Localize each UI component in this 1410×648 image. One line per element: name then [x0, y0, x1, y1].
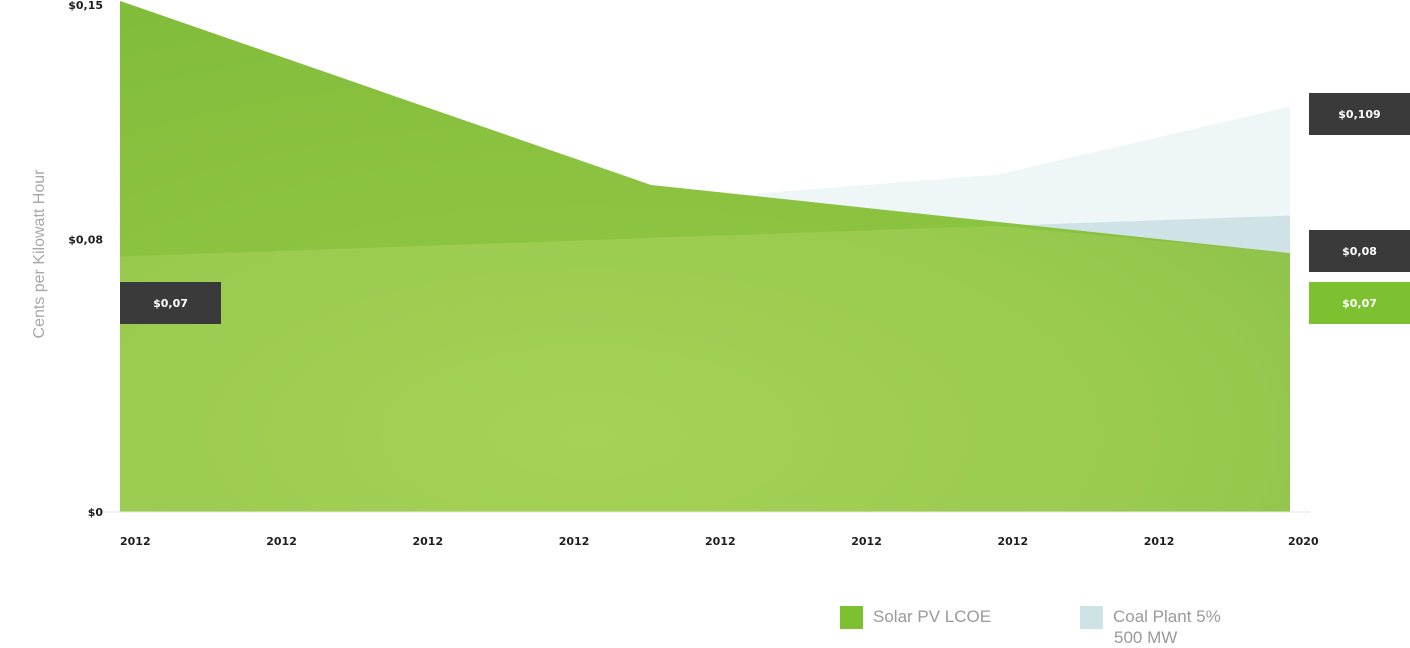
- x-tick-label: 2012: [266, 535, 297, 548]
- x-tick-label: 2012: [705, 535, 736, 548]
- legend-item-solar: Solar PV LCOE: [840, 606, 991, 629]
- x-tick-label: 2012: [998, 535, 1029, 548]
- legend-item-coal: Coal Plant 5% 500 MW: [1080, 606, 1221, 648]
- series-areas: [120, 1, 1290, 513]
- legend-label-coal: Coal Plant 5% 500 MW: [1113, 607, 1221, 647]
- area-solar-upper: [120, 1, 1290, 257]
- y-tick-label: $0: [88, 506, 104, 519]
- y-tick-label: $0,08: [68, 233, 103, 246]
- legend-swatch-solar: [840, 606, 863, 629]
- x-tick-label: 2012: [413, 535, 444, 548]
- y-axis-label: Cents per Kilowatt Hour: [31, 169, 48, 339]
- legend-label-solar: Solar PV LCOE: [873, 607, 992, 626]
- x-tick-label: 2020: [1288, 535, 1319, 548]
- value-tag-coal-high: $0,109: [1309, 93, 1410, 135]
- x-tick-label: 2012: [120, 535, 151, 548]
- x-tick-label: 2012: [1144, 535, 1175, 548]
- y-tick-label: $0,15: [68, 0, 103, 12]
- value-tag-coal: $0,08: [1309, 230, 1410, 272]
- x-tick-label: 2012: [559, 535, 590, 548]
- x-axis-ticks: 2012 2012 2012 2012 2012 2012 2012 2012 2020: [120, 535, 1319, 548]
- value-tag-left: $0,07: [120, 282, 221, 324]
- value-tag-solar: $0,07: [1309, 282, 1410, 324]
- y-axis-ticks: $0,15 $0,08 $0: [68, 0, 103, 519]
- legend-swatch-coal: [1080, 606, 1103, 629]
- x-tick-label: 2012: [851, 535, 882, 548]
